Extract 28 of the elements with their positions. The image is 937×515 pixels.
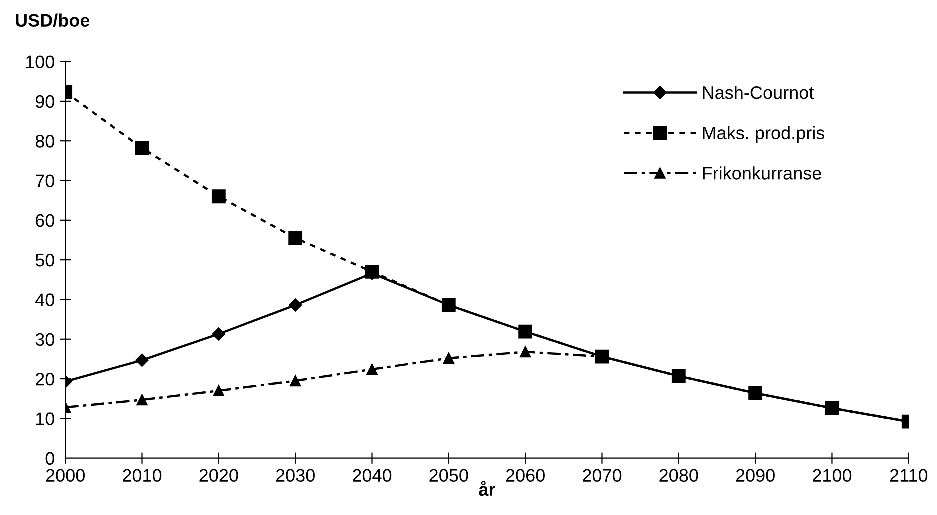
y-tick-label: 70 [36,174,54,188]
x-tick-label: 2090 [736,469,775,482]
y-tick-label: 90 [36,95,54,108]
x-tick-label: 2060 [506,469,545,482]
y-tick-label: 30 [36,333,54,346]
legend-label: Maks. prod.pris [703,126,825,144]
y-tick-label: 0 [46,452,54,466]
x-axis-title: år [479,481,496,496]
y-tick-label: 80 [36,135,54,148]
y-tick-label: 20 [36,372,54,386]
y-tick-label: 100 [26,56,54,69]
x-tick-label: 2100 [813,469,852,482]
x-tick-label: 2050 [430,469,468,482]
x-tick-label: 2040 [353,469,392,482]
x-tick-label: 2070 [583,469,622,482]
x-tick-label: 2110 [890,469,928,482]
x-tick-label: 2030 [276,469,315,482]
x-tick-label: 2020 [200,469,238,482]
y-tick-label: 10 [36,412,54,426]
y-tick-label: 50 [36,254,54,267]
legend-label: Frikonkurranse [703,166,822,180]
x-tick-label: 2000 [46,469,85,482]
y-tick-label: 60 [36,214,54,228]
y-tick-label: 40 [36,294,54,306]
x-tick-label: 2010 [123,469,162,482]
legend-label: Nash-Cournot [703,86,814,100]
y-axis-title: USD/boe [16,14,90,28]
x-tick-label: 2080 [660,469,698,482]
